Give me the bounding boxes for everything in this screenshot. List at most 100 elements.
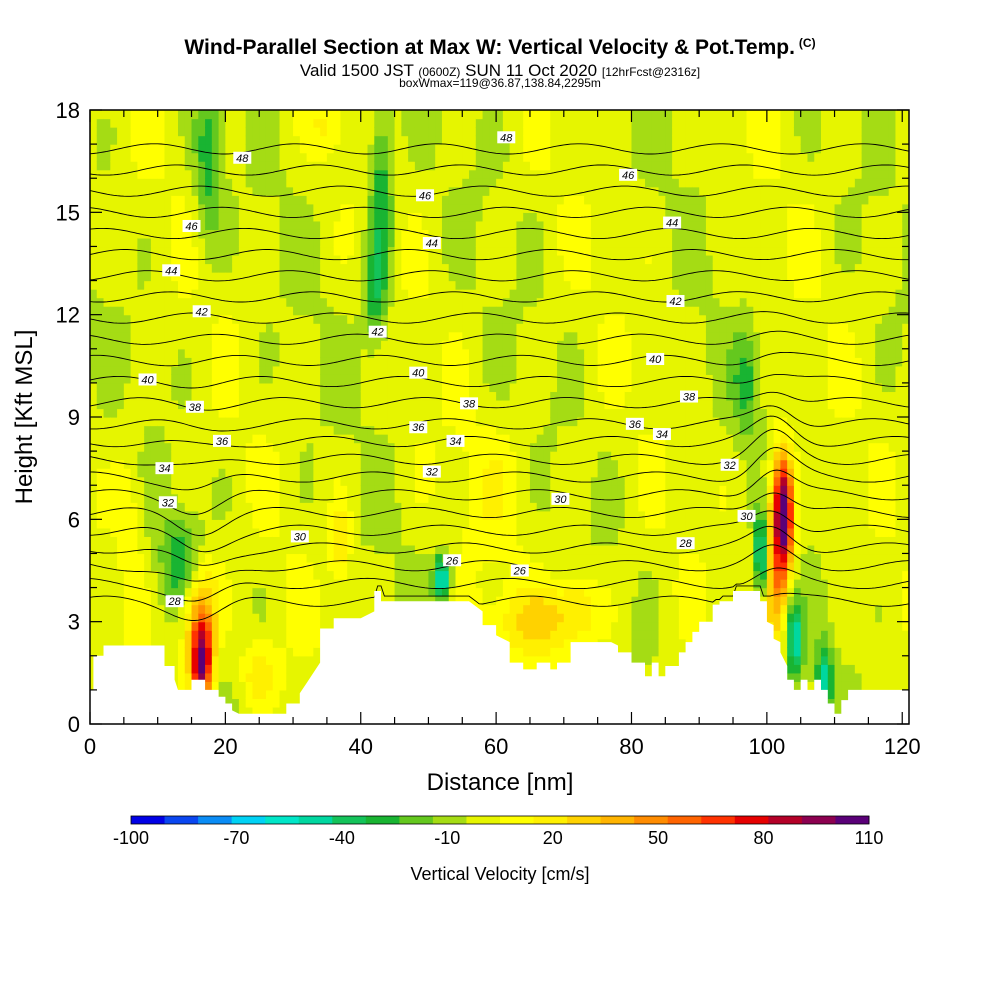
- w-cell: [123, 127, 132, 137]
- w-cell: [347, 348, 355, 358]
- w-cell: [502, 348, 511, 358]
- w-cell: [123, 323, 132, 333]
- w-cell: [333, 399, 342, 410]
- w-cell: [299, 135, 308, 145]
- w-cell: [435, 493, 443, 503]
- w-cell: [475, 272, 484, 282]
- w-cell: [536, 246, 545, 256]
- w-cell: [448, 127, 457, 137]
- w-cell: [211, 135, 220, 145]
- w-cell: [374, 519, 382, 529]
- w-cell: [157, 110, 166, 120]
- w-cell: [475, 434, 484, 444]
- w-cell: [252, 263, 260, 273]
- w-cell: [347, 186, 355, 196]
- w-cell: [529, 203, 538, 213]
- w-cell: [367, 459, 375, 469]
- w-cell: [198, 451, 206, 461]
- w-cell: [353, 118, 362, 128]
- w-cell: [496, 118, 504, 128]
- w-cell: [414, 544, 423, 555]
- w-cell: [144, 399, 152, 410]
- w-cell: [130, 561, 138, 572]
- w-cell: [394, 110, 402, 120]
- w-cell: [353, 144, 362, 154]
- w-cell: [177, 220, 186, 230]
- w-cell: [137, 553, 145, 563]
- w-cell: [360, 408, 369, 418]
- w-cell: [428, 246, 436, 256]
- w-cell: [523, 493, 531, 503]
- w-cell: [421, 587, 430, 597]
- w-cell: [184, 672, 193, 682]
- w-cell: [299, 638, 308, 648]
- w-cell: [469, 374, 477, 384]
- w-cell: [157, 365, 166, 375]
- w-cell: [353, 331, 362, 341]
- w-cell: [408, 331, 416, 341]
- w-cell: [232, 127, 240, 137]
- w-cell: [293, 331, 301, 341]
- w-cell: [218, 263, 226, 273]
- w-cell: [360, 374, 369, 384]
- w-cell: [333, 485, 342, 495]
- w-cell: [408, 408, 416, 418]
- w-cell: [360, 110, 369, 120]
- w-cell: [286, 630, 294, 640]
- w-cell: [211, 323, 220, 333]
- w-cell: [110, 314, 118, 324]
- w-cell: [313, 579, 321, 589]
- w-cell: [441, 570, 450, 580]
- w-cell: [414, 468, 423, 478]
- w-cell: [144, 323, 152, 333]
- w-cell: [110, 306, 118, 316]
- w-cell: [306, 229, 314, 239]
- w-cell: [117, 391, 125, 401]
- w-cell: [150, 596, 159, 606]
- w-cell: [306, 212, 314, 222]
- w-cell: [448, 331, 457, 341]
- w-cell: [469, 306, 477, 316]
- w-cell: [150, 485, 159, 495]
- w-cell: [482, 220, 490, 230]
- w-cell: [96, 229, 105, 239]
- w-cell: [177, 340, 186, 350]
- w-cell: [299, 127, 308, 137]
- w-cell: [96, 417, 105, 427]
- w-cell: [326, 118, 335, 128]
- w-cell: [381, 340, 389, 350]
- w-cell: [414, 314, 423, 324]
- w-cell: [191, 203, 199, 213]
- w-cell: [326, 110, 335, 120]
- w-cell: [137, 459, 145, 469]
- w-cell: [117, 220, 125, 230]
- w-cell: [408, 297, 416, 307]
- w-cell: [171, 476, 179, 486]
- w-cell: [177, 306, 186, 316]
- w-cell: [353, 579, 362, 589]
- w-cell: [272, 553, 281, 563]
- w-cell: [205, 587, 213, 597]
- w-cell: [232, 485, 240, 495]
- w-cell: [286, 169, 294, 179]
- w-cell: [414, 561, 423, 572]
- w-cell: [259, 331, 267, 341]
- w-cell: [333, 135, 342, 145]
- w-cell: [394, 519, 402, 529]
- w-cell: [110, 246, 118, 256]
- w-cell: [455, 527, 463, 537]
- w-cell: [360, 306, 369, 316]
- w-cell: [123, 527, 132, 537]
- w-cell: [455, 493, 463, 503]
- w-cell: [150, 118, 159, 128]
- w-cell: [455, 451, 463, 461]
- w-cell: [259, 596, 267, 606]
- w-cell: [550, 212, 558, 222]
- w-cell: [117, 178, 125, 188]
- w-cell: [137, 195, 145, 205]
- w-cell: [428, 553, 436, 563]
- w-cell: [232, 689, 240, 700]
- w-cell: [110, 459, 118, 469]
- w-cell: [401, 152, 409, 162]
- w-cell: [475, 502, 484, 512]
